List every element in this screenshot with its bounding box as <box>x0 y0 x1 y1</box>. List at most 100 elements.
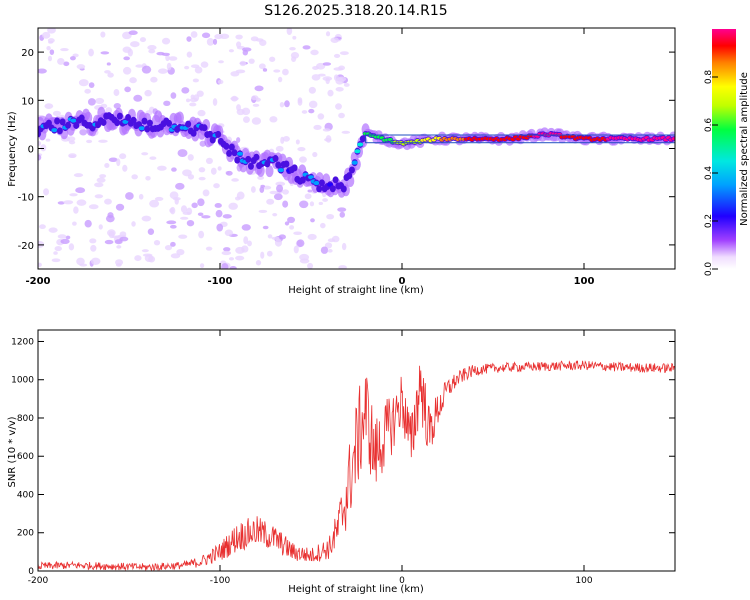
spectrogram-core <box>332 176 339 184</box>
spectrogram-noise-blob <box>119 153 127 160</box>
spectrogram-noise-blob <box>308 100 318 109</box>
spectrogram-noise-blob <box>72 53 79 58</box>
spectrogram-noise-blob <box>236 137 241 143</box>
spectrogram-noise-blob <box>338 65 346 71</box>
spectrogram-noise-blob <box>284 221 290 226</box>
spectrogram-peak <box>138 126 145 131</box>
spectrogram-noise-blob <box>259 39 267 46</box>
spectrogram-noise-blob <box>228 202 238 210</box>
spectrogram-noise-blob <box>223 247 231 252</box>
spectrogram-noise-blob <box>100 51 110 55</box>
spectrogram-noise-blob <box>218 60 224 64</box>
spectrogram-band-outline <box>365 134 675 144</box>
spectrogram-noise-blob <box>299 200 309 209</box>
spectrogram-ytick-label: 20 <box>21 48 34 59</box>
spectrogram-noise-blob <box>38 68 47 74</box>
spectrogram-noise-blob <box>302 45 311 50</box>
spectrogram-noise-blob <box>235 246 245 254</box>
spectrogram-noise-blob <box>51 258 61 263</box>
spectrogram-noise-blob <box>287 216 296 224</box>
spectrogram-noise-blob <box>289 225 295 230</box>
spectrogram-noise-blob <box>52 110 61 116</box>
spectrogram-noise-blob <box>317 113 325 120</box>
spectrogram-core <box>215 130 222 138</box>
spectrogram-noise-blob <box>131 174 138 180</box>
spectrogram-noise-blob <box>119 231 127 237</box>
spectrogram-noise-blob <box>239 60 247 67</box>
spectrogram-noise-blob <box>284 100 290 108</box>
spectrogram-core <box>318 179 325 187</box>
spectrogram-noise-blob <box>326 214 335 220</box>
spectrogram-noise-blob <box>179 216 189 220</box>
spectrogram-noise-blob <box>175 182 185 190</box>
colorbar-tick-label: 0.4 <box>704 166 714 181</box>
spectrogram-noise-blob <box>210 167 217 175</box>
spectrogram-noise-blob <box>335 77 344 85</box>
spectrogram-noise-blob <box>197 212 204 216</box>
spectrogram-noise-blob <box>73 173 84 178</box>
spectrogram-peak <box>357 142 364 147</box>
spectrogram-noise-blob <box>320 246 329 254</box>
spectrogram-noise-blob <box>219 33 230 40</box>
spectrogram-noise-blob <box>171 167 177 172</box>
spectrogram-noise-blob <box>273 193 283 201</box>
spectrogram-noise-blob <box>242 49 249 56</box>
spectrogram-noise-blob <box>180 205 188 213</box>
snr-ytick-label: 800 <box>17 414 34 424</box>
spectrogram-noise-blob <box>116 158 121 167</box>
spectrogram-noise-blob <box>163 100 171 107</box>
spectrogram-xtick-label: 100 <box>574 276 595 287</box>
spectrogram-noise-blob <box>129 77 137 84</box>
spectrogram-noise-blob <box>186 219 195 227</box>
spectrogram-noise-blob <box>308 86 316 94</box>
spectrogram-core <box>359 135 366 143</box>
spectrogram-peak <box>237 151 244 156</box>
spectrogram-noise-blob <box>299 253 310 261</box>
spectrogram-noise-blob <box>76 257 85 266</box>
spectrogram-noise-blob <box>46 45 51 51</box>
spectrogram-core <box>100 118 107 126</box>
colorbar-gradient <box>712 29 736 269</box>
spectrogram-noise-blob <box>327 248 333 253</box>
spectrogram-noise-blob <box>84 88 91 94</box>
spectrogram-noise-blob <box>243 116 250 123</box>
spectrogram-ytick-label: -10 <box>18 193 34 204</box>
spectrogram-ytick-label: 0 <box>28 145 34 156</box>
spectrogram-noise-blob <box>338 112 345 119</box>
spectrogram-ytick-label: 10 <box>21 96 34 107</box>
spectrogram-peak <box>351 160 358 165</box>
spectrogram-noise-blob <box>307 262 314 269</box>
spectrogram-core <box>54 117 61 125</box>
spectrogram-noise-blob <box>260 251 265 259</box>
spectrogram-noise-blob <box>38 154 42 161</box>
spectrogram-noise-blob <box>43 188 49 196</box>
spectrogram-noise-blob <box>90 244 97 252</box>
spectrogram-noise-blob <box>104 239 114 245</box>
spectrogram-core <box>185 120 192 128</box>
spectrogram-noise-blob <box>273 69 281 73</box>
spectrogram-noise-blob <box>141 215 152 222</box>
spectrogram-noise-blob <box>304 193 312 200</box>
spectrogram-noise-blob <box>327 89 334 97</box>
spectrogram-noise-blob <box>192 78 199 83</box>
spectrogram-noise-blob <box>343 83 350 87</box>
colorbar-tick-label: 0.6 <box>704 118 714 133</box>
spectrogram-noise-blob <box>169 208 174 213</box>
colorbar-tick-label: 0.0 <box>704 262 714 277</box>
snr-series <box>38 360 675 571</box>
spectrogram-noise-blob <box>327 238 336 243</box>
spectrogram-noise-blob <box>194 66 203 74</box>
spectrogram-noise-blob <box>308 108 315 114</box>
spectrogram-noise-blob <box>72 221 77 226</box>
spectrogram-noise-blob <box>105 107 113 114</box>
spectrogram-noise-blob <box>202 189 210 197</box>
spectrogram-noise-blob <box>225 170 233 176</box>
spectrogram-noise-blob <box>161 37 171 45</box>
spectrogram-noise-blob <box>104 163 110 168</box>
spectrogram-noise-blob <box>205 157 213 165</box>
spectrogram-peak <box>51 128 58 133</box>
spectrogram-noise-blob <box>310 218 315 223</box>
spectrogram-core <box>316 185 323 193</box>
spectrogram-core <box>272 155 279 163</box>
